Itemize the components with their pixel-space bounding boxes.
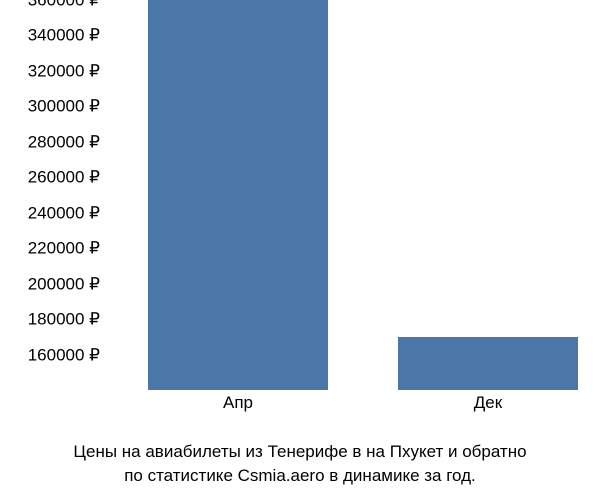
chart-caption: Цены на авиабилеты из Тенерифе в на Пхук…	[0, 440, 600, 488]
y-tick-label: 300000 ₽	[0, 98, 100, 115]
x-axis: Апр Дек	[108, 393, 598, 423]
price-chart: 160000 ₽ 180000 ₽ 200000 ₽ 220000 ₽ 240000 ₽…	[0, 0, 600, 430]
y-tick-label: 280000 ₽	[0, 133, 100, 150]
y-tick-label: 180000 ₽	[0, 311, 100, 328]
y-axis: 160000 ₽ 180000 ₽ 200000 ₽ 220000 ₽ 240000 ₽…	[0, 0, 108, 390]
bar	[398, 337, 578, 390]
y-tick-label: 200000 ₽	[0, 275, 100, 292]
y-tick-label: 160000 ₽	[0, 346, 100, 363]
bar	[148, 0, 328, 390]
plot-area	[108, 0, 598, 390]
caption-line1: Цены на авиабилеты из Тенерифе в на Пхук…	[73, 442, 526, 461]
x-tick-label: Дек	[474, 393, 502, 413]
y-tick-label: 340000 ₽	[0, 27, 100, 44]
y-tick-label: 260000 ₽	[0, 169, 100, 186]
y-tick-label: 220000 ₽	[0, 240, 100, 257]
x-tick-label: Апр	[223, 393, 253, 413]
y-tick-label: 240000 ₽	[0, 204, 100, 221]
y-tick-label: 360000 ₽	[0, 0, 100, 9]
y-tick-label: 320000 ₽	[0, 62, 100, 79]
caption-line2: по статистике Csmia.aero в динамике за г…	[124, 466, 476, 485]
